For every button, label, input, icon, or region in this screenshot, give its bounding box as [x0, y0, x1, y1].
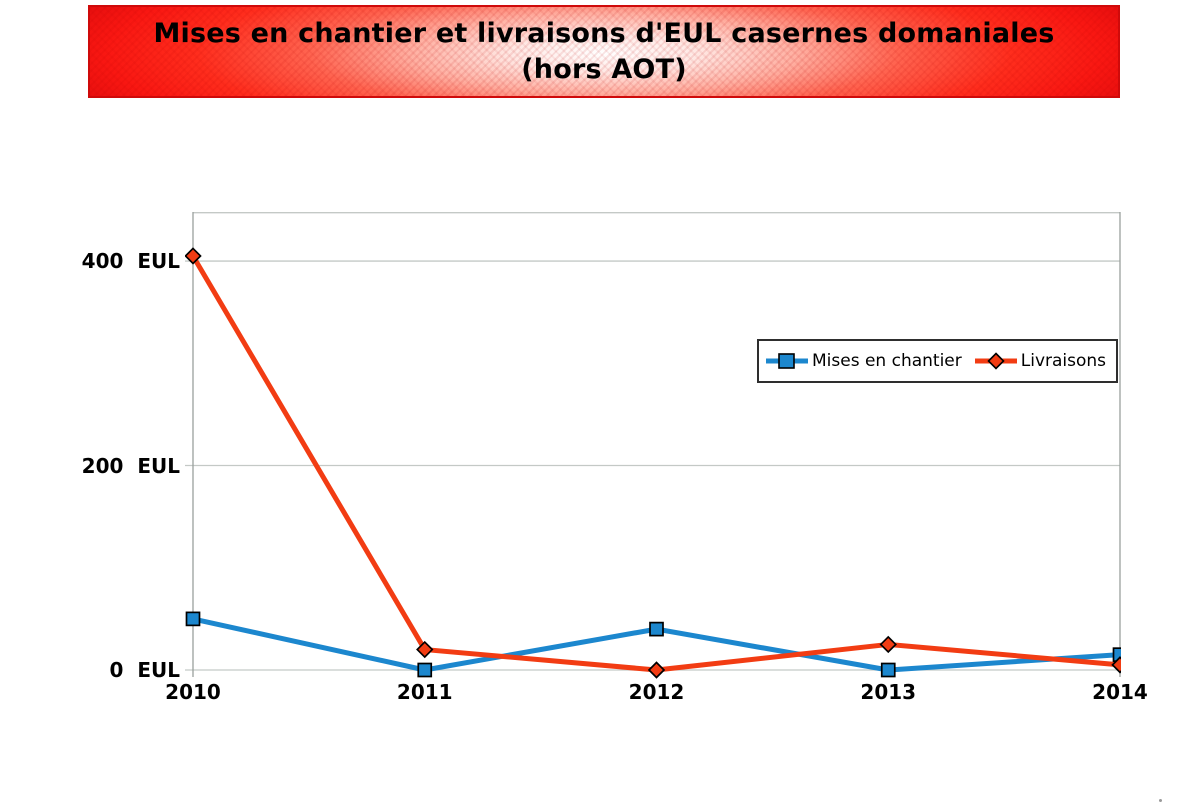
marker-square: [185, 611, 201, 627]
plot-area: [185, 212, 1121, 679]
legend-diamond-icon: [974, 352, 1017, 370]
chart-title-line-1: Mises en chantier et livraisons d'EUL ca…: [153, 17, 1055, 49]
y-tick-label: 200 EUL: [81, 453, 180, 478]
legend: Mises en chantier Livraisons: [757, 339, 1119, 383]
marker-square: [649, 621, 664, 637]
legend-square-icon: [766, 353, 808, 369]
x-tick-label: 2010: [165, 680, 221, 704]
marker-square: [417, 662, 433, 678]
legend-item: Mises en chantier: [765, 351, 962, 371]
y-tick-label: 400 EUL: [81, 249, 180, 274]
x-tick-label: 2012: [628, 680, 685, 704]
marker-diamond: [1111, 656, 1121, 674]
series-line-livraisons: [190, 253, 1121, 673]
legend-marker-square: [778, 353, 795, 369]
marker-diamond: [879, 635, 897, 654]
speck-artifact: [1159, 799, 1162, 802]
marker-diamond: [647, 661, 666, 679]
legend-marker-diamond: [987, 352, 1005, 370]
legend-item: Livraisons: [974, 351, 1106, 371]
marker-square: [880, 662, 896, 678]
y-tick-label: 0 EUL: [109, 658, 181, 682]
marker-diamond: [185, 247, 202, 265]
legend-item-label: Mises en chantier: [812, 351, 962, 371]
legend-item-label: Livraisons: [1020, 351, 1107, 371]
chart-title-banner: Mises en chantier et livraisons d'EUL ca…: [88, 5, 1120, 98]
chart-title-line-2: (hors AOT): [521, 53, 687, 85]
marker-diamond: [416, 640, 434, 659]
x-tick-label: 2011: [396, 680, 453, 704]
x-tick-label: 2013: [860, 680, 917, 704]
x-tick-label: 2014: [1092, 680, 1148, 704]
